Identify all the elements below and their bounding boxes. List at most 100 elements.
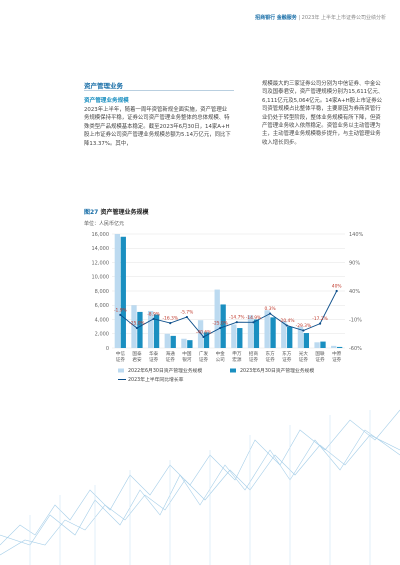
bar-2022 (314, 342, 320, 348)
x-tick-label: 证券 (332, 356, 342, 363)
growth-rate-data-label: -14.9% (246, 315, 262, 321)
legend-label: 2023年6月30日资产管理业务规模 (240, 367, 314, 374)
x-tick-label: 广发 (199, 350, 209, 357)
y-tick-label-right: -60% (349, 346, 362, 352)
x-tick-label: 银河 (182, 356, 192, 363)
header-text: | 2023年 上半年上市证券公司业绩分析 (298, 15, 386, 21)
x-tick-label: 国联 (315, 350, 325, 357)
y-tick-label-left: 6,000 (95, 303, 109, 309)
x-tick-label: 证券 (282, 356, 292, 363)
legend-swatch (118, 368, 124, 373)
growth-rate-data-label: -25.0% (129, 321, 145, 327)
growth-rate-point (235, 321, 238, 324)
growth-rate-point (302, 329, 305, 332)
bar-2022 (281, 320, 287, 348)
growth-rate-line (120, 290, 338, 338)
y-tick-label-right: 40% (349, 289, 360, 295)
x-tick-label: 招商 (249, 350, 259, 357)
growth-rate-point (135, 326, 139, 330)
bar-2022 (164, 333, 170, 348)
growth-rate-point (219, 326, 222, 330)
y-tick-label-right: -10% (349, 317, 362, 323)
growth-rate-point (269, 312, 272, 315)
y-tick-label-left: 0 (106, 346, 109, 352)
section-subtitle: 资产管理业务规模 (84, 98, 129, 104)
x-tick-label: 证券 (199, 356, 209, 363)
x-tick-label: 光大 (299, 350, 309, 357)
growth-rate-data-label: -20.4% (279, 318, 295, 324)
x-tick-label: 华泰 (149, 350, 159, 357)
growth-rate-point (119, 313, 122, 316)
x-tick-label: 证券 (116, 356, 126, 363)
growth-rate-point (318, 322, 322, 325)
growth-rate-data-label: -16.3% (162, 316, 178, 322)
x-tick-label: 申万 (232, 350, 242, 357)
x-tick-label: 中金 (216, 350, 226, 357)
bar-2022 (147, 310, 154, 348)
x-tick-label: 证券 (299, 356, 309, 363)
x-tick-label: 东方 (282, 350, 292, 357)
x-tick-label: 海通 (166, 350, 176, 357)
growth-rate-point (152, 317, 155, 320)
page-header: 招商银行 金融服务 | 2023年 上半年上市证券公司业绩分析 (255, 14, 386, 21)
bar-2023 (270, 317, 276, 348)
growth-rate-data-label: -17.2% (312, 316, 328, 322)
x-tick-label: 中原 (332, 350, 342, 357)
growth-rate-point (185, 315, 188, 319)
figure-caption: 资产管理业务规模 (100, 209, 149, 216)
bar-2022 (231, 324, 237, 348)
growth-rate-point (285, 324, 288, 327)
x-tick-label: 证券 (149, 356, 159, 363)
x-tick-label: 国泰 (132, 350, 142, 357)
bar-2023 (336, 346, 343, 348)
growth-rate-data-label: 0.3% (265, 306, 276, 312)
y-tick-label-left: 8,000 (95, 289, 109, 295)
bar-2022 (197, 320, 204, 348)
figure-unit: 单位：人民币亿元 (84, 221, 125, 227)
x-tick-label: 证券 (166, 356, 176, 363)
bar-2023 (120, 236, 126, 348)
section-divider (84, 90, 234, 91)
bar-2023 (153, 314, 160, 348)
body-text-left: 2023年上半年，随着一周年资管新规全面实施，资产管理业务规模保持平稳，证券公司… (84, 107, 231, 147)
bar-2023 (137, 311, 143, 348)
growth-rate-data-label: -8.9% (147, 311, 160, 317)
growth-rate-data-label: -1.9% (114, 307, 127, 313)
x-tick-label: 宏源 (232, 356, 242, 363)
y-tick-label-right: 90% (349, 260, 360, 266)
legend-label: 2022年6月30日资产管理业务规模 (128, 367, 202, 374)
growth-rate-data-label: -5.7% (181, 310, 194, 316)
body-text-right: 规模最大的三家证券公司分别为中信证券、中金公司及国泰君安，资产管理规模分别为15… (262, 81, 384, 146)
x-tick-label: 中国 (182, 350, 192, 357)
figure-title: 图27 资产管理业务规模 (84, 207, 148, 216)
x-tick-label: 东方 (266, 350, 276, 357)
y-tick-label-left: 10,000 (92, 275, 110, 281)
x-tick-label: 公司 (216, 357, 226, 363)
bar-2022 (297, 326, 304, 348)
x-tick-label: 君安 (132, 356, 142, 363)
bar-2023 (303, 333, 310, 348)
y-tick-label-left: 4,000 (95, 317, 109, 323)
growth-rate-point (335, 289, 338, 293)
decorative-line-background (0, 409, 400, 565)
section-title: 资产管理业务 (84, 82, 123, 90)
growth-rate-point (202, 335, 205, 339)
legend-label: 2023年上半年同比增长率 (128, 376, 184, 383)
bar-2022 (331, 345, 337, 348)
bar-2023 (237, 328, 243, 348)
figure-number: 图27 (84, 209, 99, 216)
bar-2022 (131, 305, 137, 348)
bar-2023 (170, 335, 176, 348)
growth-rate-point (252, 321, 255, 324)
growth-rate-data-label: 40% (332, 284, 342, 290)
bar-2023 (203, 332, 210, 348)
bar-2022 (114, 234, 121, 348)
bar-2023 (320, 341, 326, 348)
growth-rate-data-label: -40.6% (196, 329, 212, 335)
x-tick-label: 证券 (249, 356, 259, 363)
bar-2023 (220, 304, 226, 348)
growth-rate-data-label: -14.7% (229, 315, 245, 321)
growth-rate-point (169, 321, 172, 325)
y-tick-label-right: 140% (349, 232, 364, 238)
bar-2023 (287, 326, 293, 348)
